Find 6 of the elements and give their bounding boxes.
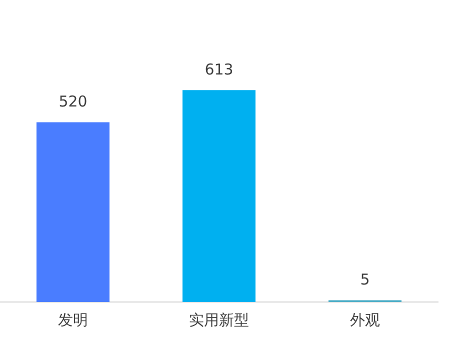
- x-tick-label: 外观: [350, 310, 380, 329]
- x-tick-label: 实用新型: [189, 310, 249, 329]
- data-label: 520: [58, 92, 88, 111]
- x-tick-label: 发明: [58, 310, 88, 329]
- data-label: 5: [360, 270, 370, 289]
- data-label: 613: [204, 60, 234, 78]
